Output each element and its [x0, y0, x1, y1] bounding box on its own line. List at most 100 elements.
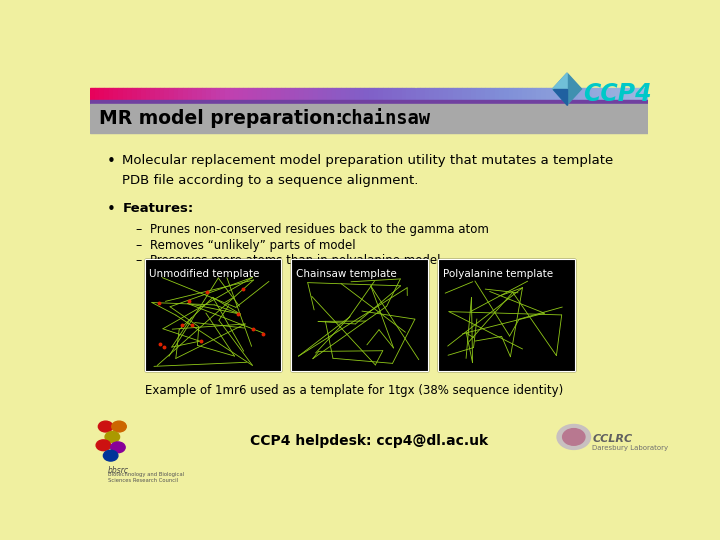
Bar	[429, 87, 434, 100]
Text: Features:: Features:	[122, 202, 194, 215]
Text: –: –	[136, 239, 142, 252]
Bar	[406, 87, 411, 100]
Circle shape	[99, 421, 113, 432]
Bar	[300, 87, 304, 100]
Bar	[188, 87, 192, 100]
Bar	[606, 87, 611, 100]
Bar	[211, 87, 215, 100]
Bar	[546, 87, 550, 100]
Bar	[383, 87, 387, 100]
Bar	[541, 87, 546, 100]
Bar	[569, 87, 574, 100]
Bar	[304, 87, 309, 100]
Bar	[292, 259, 428, 371]
Bar	[318, 87, 323, 100]
Bar	[253, 87, 258, 100]
Text: Polyalanine template: Polyalanine template	[443, 268, 553, 279]
Bar	[113, 87, 118, 100]
Text: •: •	[107, 202, 116, 217]
Bar	[518, 87, 523, 100]
Text: –: –	[136, 223, 142, 236]
Bar	[578, 87, 583, 100]
Bar	[127, 87, 132, 100]
Bar	[611, 87, 616, 100]
Bar	[197, 87, 202, 100]
Circle shape	[112, 421, 126, 432]
Bar	[341, 87, 346, 100]
Bar	[309, 87, 313, 100]
Bar	[155, 87, 160, 100]
Bar	[583, 87, 588, 100]
Bar	[174, 87, 179, 100]
Bar	[220, 87, 225, 100]
Text: Removes “unlikely” parts of model: Removes “unlikely” parts of model	[150, 239, 356, 252]
Text: Chainsaw template: Chainsaw template	[296, 268, 397, 279]
Circle shape	[562, 429, 585, 446]
Bar	[411, 87, 415, 100]
Bar	[523, 87, 527, 100]
Bar	[137, 87, 141, 100]
Bar	[490, 87, 495, 100]
Bar	[202, 87, 206, 100]
Bar	[438, 87, 444, 100]
Bar	[438, 259, 575, 371]
Bar	[601, 87, 606, 100]
Bar	[169, 87, 174, 100]
Bar	[425, 87, 429, 100]
Bar	[495, 87, 499, 100]
Bar	[634, 87, 639, 100]
Bar	[457, 87, 462, 100]
Bar	[164, 87, 169, 100]
Bar	[378, 87, 383, 100]
Text: Biotechnology and Biological
Sciences Research Council: Biotechnology and Biological Sciences Re…	[108, 472, 184, 483]
Polygon shape	[553, 73, 567, 89]
Bar	[462, 87, 467, 100]
Bar	[415, 87, 420, 100]
Bar	[323, 87, 327, 100]
Bar	[355, 87, 360, 100]
Bar	[448, 87, 453, 100]
Bar	[266, 87, 271, 100]
Text: bbsrc: bbsrc	[108, 466, 129, 475]
Bar	[290, 87, 294, 100]
Circle shape	[105, 431, 120, 442]
Bar	[360, 87, 364, 100]
Bar	[588, 87, 592, 100]
Bar	[364, 87, 369, 100]
Bar	[420, 87, 425, 100]
Bar	[141, 87, 145, 100]
Bar	[620, 87, 625, 100]
Text: •: •	[107, 154, 116, 169]
Text: –: –	[136, 254, 142, 267]
Bar	[527, 87, 532, 100]
Bar	[392, 87, 397, 100]
Bar	[122, 87, 127, 100]
Bar	[564, 87, 569, 100]
Bar	[481, 87, 485, 100]
Bar	[109, 87, 113, 100]
Text: Prunes non-conserved residues back to the gamma atom: Prunes non-conserved residues back to th…	[150, 223, 489, 236]
Bar	[271, 87, 276, 100]
Bar	[94, 87, 99, 100]
Bar	[555, 87, 559, 100]
Bar	[132, 87, 137, 100]
Bar	[239, 87, 243, 100]
Bar	[206, 87, 211, 100]
Bar	[397, 87, 402, 100]
Circle shape	[96, 440, 111, 451]
Bar	[536, 87, 541, 100]
Bar	[644, 87, 648, 100]
Text: CCLRC: CCLRC	[593, 434, 632, 444]
Bar	[294, 87, 300, 100]
Bar	[313, 87, 318, 100]
Bar	[285, 87, 290, 100]
Bar	[225, 87, 230, 100]
Bar	[434, 87, 438, 100]
Bar	[467, 87, 472, 100]
Bar	[625, 87, 629, 100]
Bar	[574, 87, 578, 100]
Bar	[281, 87, 285, 100]
Bar	[387, 87, 392, 100]
Bar	[499, 87, 504, 100]
Bar	[192, 87, 197, 100]
